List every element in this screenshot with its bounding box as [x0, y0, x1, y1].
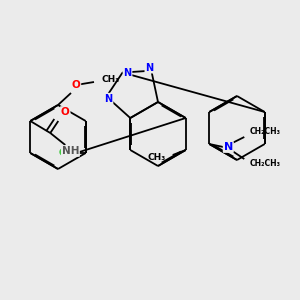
- Text: NH: NH: [61, 146, 79, 156]
- Text: O: O: [72, 80, 80, 90]
- Text: CH₂CH₃: CH₂CH₃: [249, 160, 280, 169]
- Text: CH₂CH₃: CH₂CH₃: [249, 128, 280, 136]
- Text: N: N: [145, 63, 153, 73]
- Text: CH₃: CH₃: [102, 76, 120, 85]
- Text: Cl: Cl: [58, 148, 69, 158]
- Text: N: N: [104, 94, 112, 103]
- Text: CH₃: CH₃: [148, 154, 166, 163]
- Text: O: O: [61, 107, 70, 117]
- Text: N: N: [124, 68, 132, 78]
- Text: N: N: [224, 142, 233, 152]
